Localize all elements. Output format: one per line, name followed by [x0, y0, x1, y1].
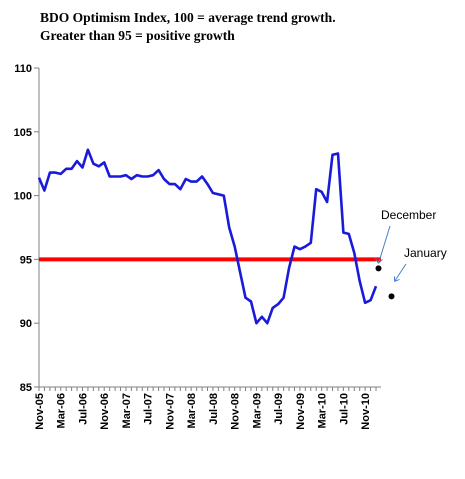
y-tick-label: 110: [14, 63, 32, 75]
x-tick-label: Jul-09: [273, 393, 285, 425]
y-tick-label: 105: [14, 127, 32, 139]
x-tick-label: Nov-06: [99, 393, 111, 430]
x-tick-label: Mar-09: [251, 393, 263, 428]
x-tick-label: Mar-06: [56, 393, 68, 428]
x-tick-label: Mar-10: [317, 393, 329, 428]
x-tick-label: Nov-10: [360, 393, 372, 430]
x-tick-label: Nov-09: [295, 393, 307, 430]
x-axis-ticks: Nov-05 Mar-06 Jul-06 Nov-06 Mar-07 Jul-07 Nov-…: [34, 387, 377, 430]
december-arrowhead: [375, 258, 383, 264]
december-annotation-label: December: [381, 208, 436, 222]
january-point: [388, 293, 395, 300]
x-tick-label: Jul-10: [338, 393, 350, 425]
january-annotation-label: January: [404, 246, 447, 260]
december-point: [375, 265, 382, 272]
chart-title-line-1: BDO Optimism Index, 100 = average trend …: [40, 10, 336, 25]
x-tick-label: Nov-08: [230, 393, 242, 430]
january-arrowhead: [394, 276, 400, 282]
january-annotation-arrow: [394, 263, 407, 282]
x-tick-label: Mar-08: [186, 393, 198, 428]
x-tick-label: Nov-07: [164, 393, 176, 430]
y-tick-label: 90: [20, 318, 32, 330]
y-tick-label: 100: [14, 191, 32, 203]
y-axis-ticks: 85 90 95 100 105 110: [14, 63, 39, 394]
x-tick-label: Jul-07: [143, 393, 155, 425]
optimism-index-series-line: [37, 148, 378, 325]
plot-area: [37, 68, 407, 388]
december-annotation-arrow: [378, 225, 391, 264]
y-tick-label: 85: [20, 382, 32, 394]
x-tick-label: Jul-06: [77, 393, 89, 425]
chart-title-line-2: Greater than 95 = positive growth: [40, 28, 235, 43]
x-tick-label: Nov-05: [34, 393, 46, 430]
y-tick-label: 95: [20, 254, 32, 266]
x-tick-label: Jul-08: [208, 393, 220, 425]
x-tick-label: Mar-07: [121, 393, 133, 428]
